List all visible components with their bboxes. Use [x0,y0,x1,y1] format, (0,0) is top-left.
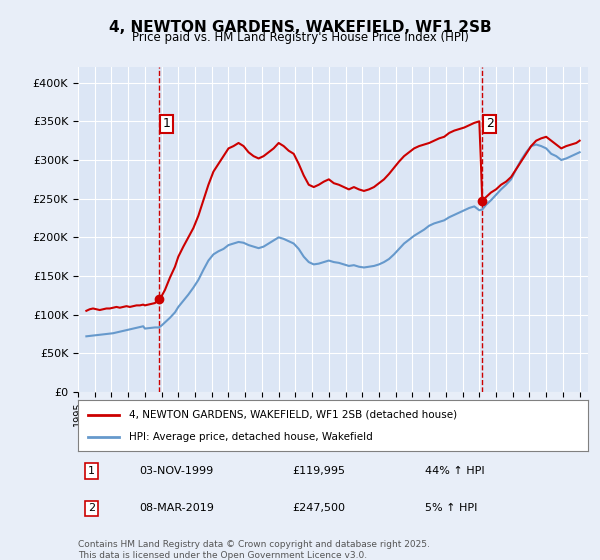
Text: 2: 2 [88,503,95,514]
Text: 44% ↑ HPI: 44% ↑ HPI [425,466,484,476]
Text: HPI: Average price, detached house, Wakefield: HPI: Average price, detached house, Wake… [129,432,373,442]
Text: 03-NOV-1999: 03-NOV-1999 [139,466,214,476]
Text: 4, NEWTON GARDENS, WAKEFIELD, WF1 2SB (detached house): 4, NEWTON GARDENS, WAKEFIELD, WF1 2SB (d… [129,409,457,419]
Text: 5% ↑ HPI: 5% ↑ HPI [425,503,477,514]
Text: Price paid vs. HM Land Registry's House Price Index (HPI): Price paid vs. HM Land Registry's House … [131,31,469,44]
Text: £119,995: £119,995 [292,466,345,476]
Text: Contains HM Land Registry data © Crown copyright and database right 2025.
This d: Contains HM Land Registry data © Crown c… [78,540,430,560]
Text: 1: 1 [162,118,170,130]
Text: 08-MAR-2019: 08-MAR-2019 [139,503,214,514]
Text: 4, NEWTON GARDENS, WAKEFIELD, WF1 2SB: 4, NEWTON GARDENS, WAKEFIELD, WF1 2SB [109,20,491,35]
Text: £247,500: £247,500 [292,503,345,514]
Text: 2: 2 [485,118,494,130]
Text: 1: 1 [88,466,95,476]
